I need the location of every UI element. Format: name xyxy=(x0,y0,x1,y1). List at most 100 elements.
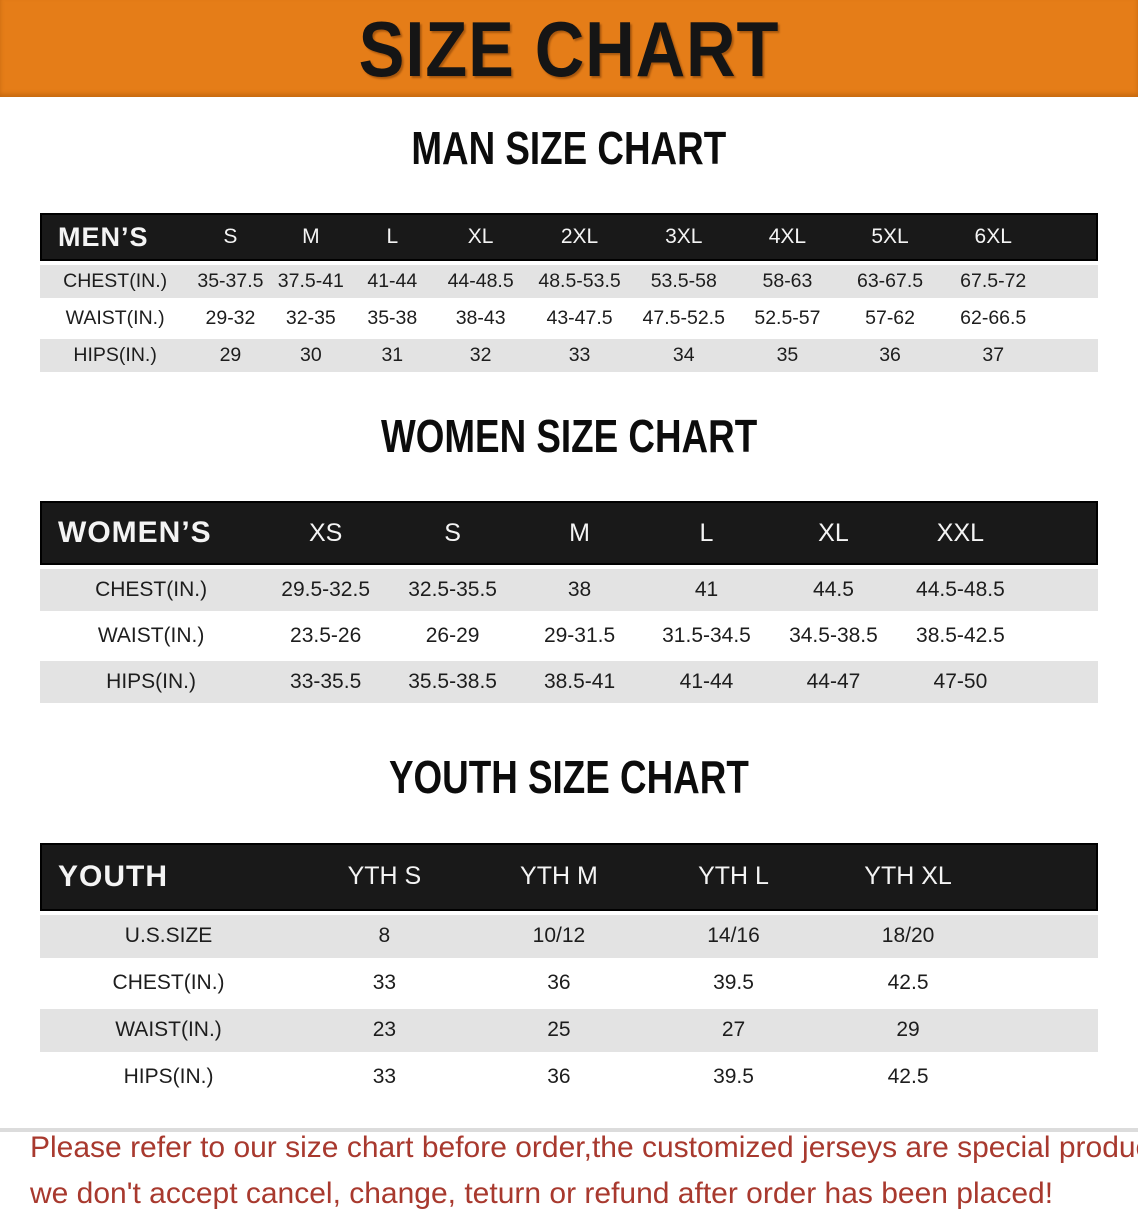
value-cell: 67.5-72 xyxy=(941,265,1046,299)
section-title-text: MAN SIZE CHART xyxy=(411,122,727,174)
value-cell: 26-29 xyxy=(389,615,517,658)
value-cell: 36 xyxy=(838,339,942,373)
section-women: WOMEN SIZE CHART WOMEN’S XS S M L XL XXL CHEST(I… xyxy=(0,413,1138,707)
row-spacer-cell xyxy=(995,914,1098,958)
size-table: MEN’S S M L XL 2XL 3XL 4XL 5XL 6XL CHEST(IN.) 35-37… xyxy=(40,209,1098,376)
value-cell: 36 xyxy=(471,1055,647,1099)
column-header-cell: S xyxy=(389,501,517,566)
value-cell: 27 xyxy=(646,1008,821,1052)
value-cell: 33-35.5 xyxy=(262,661,390,704)
value-cell: 33 xyxy=(527,339,632,373)
value-cell: 8 xyxy=(297,914,472,958)
table-row: CHEST(IN.) 29.5-32.5 32.5-35.5 38 41 44.5 44.5… xyxy=(40,569,1098,612)
column-header-cell: L xyxy=(643,501,770,566)
column-header-cell: YTH M xyxy=(471,842,647,911)
value-cell: 29 xyxy=(190,339,271,373)
row-spacer-cell xyxy=(1045,339,1098,373)
value-cell: 39.5 xyxy=(646,961,821,1005)
table-row: WAIST(IN.) 23 25 27 29 xyxy=(40,1008,1098,1052)
table-row: HIPS(IN.) 29 30 31 32 33 34 35 36 37 xyxy=(40,339,1098,373)
size-chart-banner: SIZE CHART xyxy=(0,0,1138,97)
row-label-cell: CHEST(IN.) xyxy=(40,569,263,612)
row-spacer-cell xyxy=(1023,569,1098,612)
row-label-cell: U.S.SIZE xyxy=(40,914,298,958)
value-cell: 23 xyxy=(297,1008,472,1052)
table-row: U.S.SIZE 8 10/12 14/16 18/20 xyxy=(40,914,1098,958)
column-header-cell: XS xyxy=(262,501,390,566)
value-cell: 35-38 xyxy=(351,302,434,336)
column-header-cell: 5XL xyxy=(838,213,942,262)
column-header-cell: 3XL xyxy=(631,213,737,262)
value-cell: 38.5-42.5 xyxy=(896,615,1024,658)
image-bottom-edge xyxy=(0,1128,1138,1132)
table-header-row: WOMEN’S XS S M L XL XXL xyxy=(40,501,1098,566)
row-spacer-cell xyxy=(1023,615,1098,658)
value-cell: 44.5-48.5 xyxy=(896,569,1024,612)
value-cell: 47-50 xyxy=(896,661,1024,704)
value-cell: 18/20 xyxy=(820,914,996,958)
value-cell: 52.5-57 xyxy=(736,302,839,336)
section-title-text: YOUTH SIZE CHART xyxy=(389,751,749,804)
value-cell: 38-43 xyxy=(433,302,528,336)
section-title: YOUTH SIZE CHART xyxy=(0,754,1138,800)
row-label-cell: WAIST(IN.) xyxy=(40,302,191,336)
header-label-cell: WOMEN’S xyxy=(40,501,263,566)
header-spacer-cell xyxy=(1045,213,1098,262)
row-spacer-cell xyxy=(995,961,1098,1005)
value-cell: 43-47.5 xyxy=(527,302,632,336)
row-label-cell: CHEST(IN.) xyxy=(40,265,191,299)
value-cell: 10/12 xyxy=(471,914,647,958)
section-youth: YOUTH SIZE CHART YOUTH YTH S YTH M YTH L YTH … xyxy=(0,754,1138,1102)
row-spacer-cell xyxy=(995,1055,1098,1099)
value-cell: 36 xyxy=(471,961,647,1005)
disclaimer-line-2: we don't accept cancel, change, teturn o… xyxy=(30,1177,1054,1211)
table-row: CHEST(IN.) 35-37.5 37.5-41 41-44 44-48.5 48.5… xyxy=(40,265,1098,299)
header-label-cell: MEN’S xyxy=(40,213,191,262)
size-chart-sections: MAN SIZE CHART MEN’S S M L XL 2XL 3XL 4XL 5XL 6XL C… xyxy=(0,125,1138,1103)
column-header-cell: YTH S xyxy=(297,842,472,911)
header-spacer-cell xyxy=(1023,501,1098,566)
value-cell: 33 xyxy=(297,1055,472,1099)
row-label-cell: WAIST(IN.) xyxy=(40,615,263,658)
value-cell: 62-66.5 xyxy=(941,302,1046,336)
section-title-text: WOMEN SIZE CHART xyxy=(380,410,758,463)
row-label-cell: CHEST(IN.) xyxy=(40,961,298,1005)
banner-title: SIZE CHART xyxy=(358,4,780,93)
row-spacer-cell xyxy=(1023,661,1098,704)
value-cell: 53.5-58 xyxy=(631,265,737,299)
row-spacer-cell xyxy=(995,1008,1098,1052)
header-spacer-cell xyxy=(995,842,1098,911)
value-cell: 37 xyxy=(941,339,1046,373)
size-table-wrap: MEN’S S M L XL 2XL 3XL 4XL 5XL 6XL CHEST(IN.) 35-37… xyxy=(40,209,1098,376)
value-cell: 63-67.5 xyxy=(838,265,942,299)
value-cell: 31 xyxy=(351,339,434,373)
section-title: MAN SIZE CHART xyxy=(0,125,1138,171)
size-table: YOUTH YTH S YTH M YTH L YTH XL U.S.SIZE 8 10/12… xyxy=(40,839,1098,1103)
value-cell: 44.5 xyxy=(769,569,897,612)
column-header-cell: YTH L xyxy=(646,842,821,911)
value-cell: 38 xyxy=(516,569,644,612)
value-cell: 14/16 xyxy=(646,914,821,958)
value-cell: 29 xyxy=(820,1008,996,1052)
value-cell: 35.5-38.5 xyxy=(389,661,517,704)
column-header-cell: XL xyxy=(769,501,897,566)
value-cell: 41 xyxy=(643,569,770,612)
value-cell: 39.5 xyxy=(646,1055,821,1099)
value-cell: 29.5-32.5 xyxy=(262,569,390,612)
size-table: WOMEN’S XS S M L XL XXL CHEST(IN.) 29.5-32.5 32.5… xyxy=(40,497,1098,707)
value-cell: 41-44 xyxy=(643,661,770,704)
value-cell: 32-35 xyxy=(270,302,352,336)
column-header-cell: XL xyxy=(433,213,528,262)
value-cell: 48.5-53.5 xyxy=(527,265,632,299)
table-row: WAIST(IN.) 23.5-26 26-29 29-31.5 31.5-34.5 34… xyxy=(40,615,1098,658)
disclaimer: Please refer to our size chart before or… xyxy=(30,1125,1138,1218)
value-cell: 25 xyxy=(471,1008,647,1052)
table-row: HIPS(IN.) 33-35.5 35.5-38.5 38.5-41 41-44 44-… xyxy=(40,661,1098,704)
value-cell: 23.5-26 xyxy=(262,615,390,658)
row-label-cell: HIPS(IN.) xyxy=(40,339,191,373)
row-spacer-cell xyxy=(1045,265,1098,299)
value-cell: 34.5-38.5 xyxy=(769,615,897,658)
row-label-cell: HIPS(IN.) xyxy=(40,1055,298,1099)
value-cell: 35 xyxy=(736,339,839,373)
value-cell: 44-48.5 xyxy=(433,265,528,299)
